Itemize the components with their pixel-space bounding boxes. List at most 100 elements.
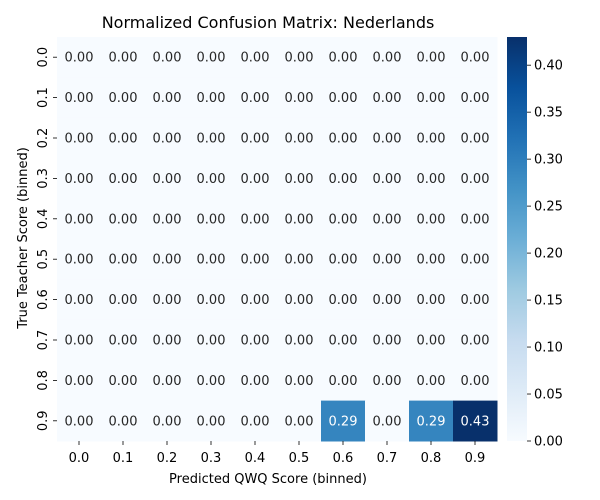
cell-label: 0.00 — [241, 51, 270, 66]
cell-label: 0.00 — [373, 414, 402, 429]
heatmap-cell — [57, 158, 102, 200]
cell-label: 0.00 — [65, 334, 94, 349]
heatmap-cell — [453, 239, 498, 280]
heatmap-cell — [321, 279, 366, 321]
cell-label: 0.00 — [153, 172, 182, 187]
heatmap-cell — [277, 279, 322, 321]
cell-label: 0.00 — [109, 132, 138, 147]
heatmap-cell — [453, 319, 498, 361]
cell-label: 0.00 — [373, 253, 402, 268]
colorbar-gradient — [507, 37, 527, 441]
cell-label: 0.00 — [285, 212, 314, 227]
heatmap-cell — [365, 77, 410, 119]
cell-label: 0.00 — [153, 212, 182, 227]
heatmap-cell — [365, 117, 410, 159]
heatmap-cell — [57, 279, 102, 321]
cell-label: 0.00 — [461, 51, 490, 66]
heatmap-cell — [145, 37, 190, 78]
heatmap-cell — [277, 198, 322, 240]
heatmap-cell — [145, 158, 190, 200]
y-tick-label: 0.8 — [36, 370, 51, 391]
cell-label: 0.29 — [329, 414, 358, 429]
cell-label: 0.00 — [285, 172, 314, 187]
heatmap-cell — [453, 279, 498, 321]
cell-label: 0.00 — [197, 172, 226, 187]
heatmap-cell — [409, 279, 454, 321]
cell-label: 0.29 — [417, 414, 446, 429]
cell-label: 0.00 — [329, 334, 358, 349]
colorbar-tick-label: 0.10 — [534, 341, 563, 356]
heatmap-cell — [409, 400, 454, 442]
x-tick-label: 0.6 — [333, 451, 354, 466]
cell-label: 0.00 — [197, 91, 226, 106]
cell-label: 0.00 — [153, 132, 182, 147]
cell-label: 0.00 — [461, 132, 490, 147]
heatmap-cell — [277, 400, 322, 442]
heatmap-cell — [145, 400, 190, 442]
heatmap-cell — [277, 319, 322, 361]
cell-label: 0.00 — [65, 414, 94, 429]
cell-label: 0.00 — [461, 253, 490, 268]
y-axis-ticks: 0.0 0.1 0.2 0.3 0.4 0.5 0.6 0.7 0.8 0.9 — [36, 47, 57, 431]
cell-label: 0.00 — [65, 374, 94, 389]
heatmap-cell — [189, 400, 234, 442]
heatmap-cell — [189, 37, 234, 78]
heatmap-cell — [145, 279, 190, 321]
cell-label: 0.00 — [109, 91, 138, 106]
cell-label: 0.00 — [153, 334, 182, 349]
heatmap-cell — [365, 198, 410, 240]
cell-label: 0.00 — [285, 91, 314, 106]
cell-label: 0.00 — [109, 212, 138, 227]
cell-label: 0.00 — [65, 132, 94, 147]
heatmap-cell — [101, 400, 146, 442]
cell-label: 0.00 — [285, 51, 314, 66]
heatmap-cell — [365, 239, 410, 280]
cell-label: 0.00 — [241, 253, 270, 268]
cell-label: 0.00 — [241, 91, 270, 106]
cell-label: 0.00 — [417, 172, 446, 187]
heatmap-cell — [101, 117, 146, 159]
cell-label: 0.00 — [109, 172, 138, 187]
cell-label: 0.00 — [373, 91, 402, 106]
heatmap-cell — [409, 239, 454, 280]
cell-label: 0.00 — [153, 293, 182, 308]
cell-label: 0.00 — [241, 172, 270, 187]
cell-label: 0.00 — [285, 334, 314, 349]
heatmap-cell — [145, 117, 190, 159]
heatmap-cell — [101, 37, 146, 78]
heatmap-cell — [409, 77, 454, 119]
cell-label: 0.00 — [197, 414, 226, 429]
cell-label: 0.00 — [373, 172, 402, 187]
heatmap-cell — [409, 319, 454, 361]
heatmap-cell — [101, 279, 146, 321]
cell-label: 0.00 — [417, 91, 446, 106]
x-tick-label: 0.9 — [465, 451, 486, 466]
heatmap-cell — [233, 319, 278, 361]
y-tick-label: 0.3 — [36, 168, 51, 189]
colorbar-tick-label: 0.00 — [534, 435, 563, 450]
heatmap-cell — [277, 158, 322, 200]
cell-label: 0.00 — [285, 253, 314, 268]
heatmap-cell — [145, 360, 190, 402]
heatmap-cell — [233, 239, 278, 280]
heatmap-cell — [277, 77, 322, 119]
cell-label: 0.00 — [461, 293, 490, 308]
heatmap-cell — [101, 77, 146, 119]
colorbar-tick-label: 0.30 — [534, 153, 563, 168]
heatmap-cell — [409, 158, 454, 200]
heatmap-cell — [409, 37, 454, 78]
colorbar — [507, 37, 527, 441]
cell-label: 0.00 — [329, 51, 358, 66]
heatmap-cell — [453, 37, 498, 78]
heatmap-cell — [189, 360, 234, 402]
heatmap-cell — [365, 319, 410, 361]
heatmap-cell — [321, 77, 366, 119]
heatmap-cell — [409, 360, 454, 402]
heatmap-cell — [189, 198, 234, 240]
heatmap-cell — [57, 400, 102, 442]
cell-label: 0.00 — [461, 91, 490, 106]
cell-label: 0.00 — [109, 414, 138, 429]
x-tick-label: 0.1 — [113, 451, 134, 466]
cell-label: 0.00 — [65, 212, 94, 227]
